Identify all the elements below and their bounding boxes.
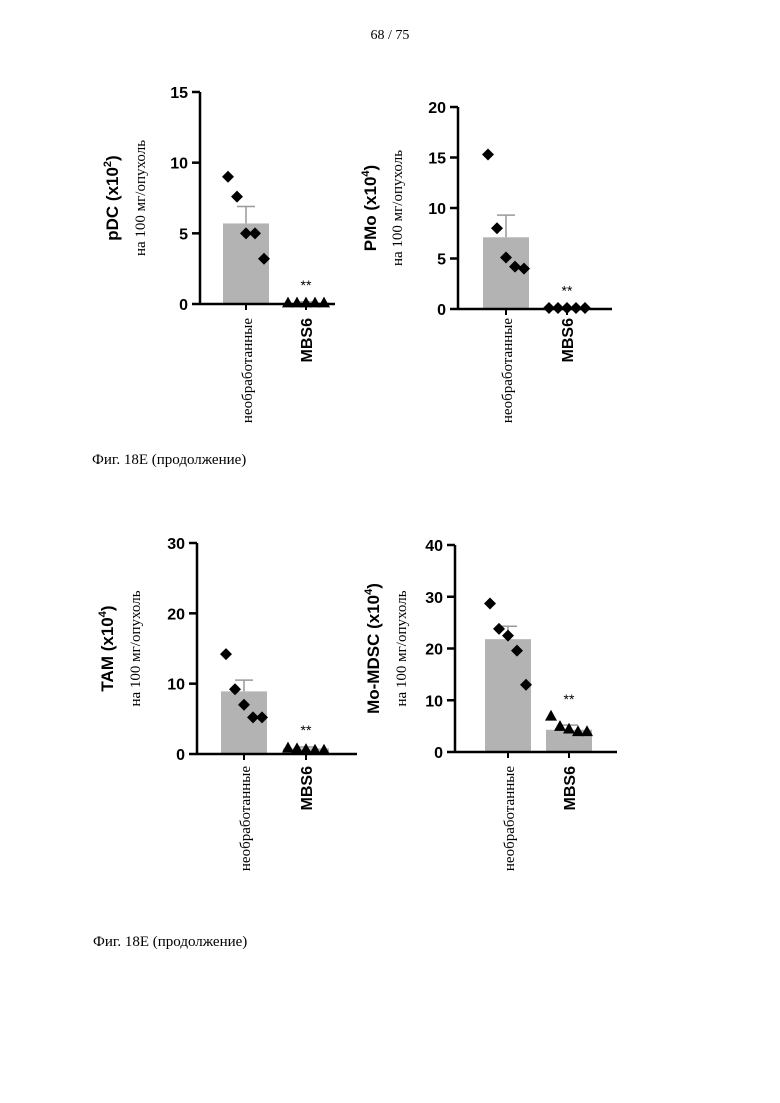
y-tick-label: 5 [437, 252, 446, 269]
significance-label: ** [562, 282, 573, 298]
data-point [493, 623, 505, 635]
figure-caption-top: Фиг. 18E (продолжение) [92, 452, 246, 469]
x-category-label: необработанные [502, 766, 518, 871]
chart-2: ** 0 5 10 15 20 необработанные MBS6 PMo (x104) на… [360, 100, 612, 423]
data-point [318, 297, 330, 308]
x-category-label: MBS6 [299, 318, 316, 363]
data-point [484, 597, 496, 609]
x-category-label: необработанные [238, 766, 254, 871]
y-tick-label: 10 [170, 156, 188, 173]
y-tick-label: 20 [167, 606, 185, 623]
y-tick-label: 0 [437, 302, 446, 319]
chart-1: ** 0 5 10 15 необработанные MBS6 pDC (x102) на 1… [102, 85, 335, 423]
data-point [491, 222, 503, 234]
x-category-label: необработанные [500, 318, 516, 423]
y-tick-label: 15 [428, 151, 446, 168]
y-tick-label: 10 [425, 693, 443, 710]
x-category-label: MBS6 [560, 318, 577, 363]
y-tick-label: 5 [179, 226, 188, 243]
significance-label: ** [301, 722, 312, 738]
y-tick-label: 30 [167, 536, 185, 553]
data-point [545, 710, 557, 721]
bar-1 [483, 237, 529, 309]
x-category-label: MBS6 [299, 766, 316, 811]
x-category-label: необработанные [240, 318, 256, 423]
data-point [282, 742, 294, 753]
y-tick-label: 10 [428, 201, 446, 218]
y-tick-label: 15 [170, 85, 188, 102]
chart-3: ** 0 10 20 30 необработанные MBS6 TAM (x104) на … [97, 536, 357, 871]
y-axis-unit: на 100 мг/опухоль [394, 590, 410, 706]
y-axis-title: Mo-MDSC (x104) [363, 583, 383, 714]
significance-label: ** [301, 277, 312, 293]
data-point [482, 148, 494, 160]
bar-1 [485, 639, 531, 752]
y-tick-label: 20 [428, 100, 446, 117]
figure-caption-bottom: Фиг. 18E (продолжение) [93, 934, 247, 951]
data-point [563, 723, 575, 734]
data-point [220, 648, 232, 660]
y-tick-label: 0 [179, 297, 188, 314]
data-point [222, 171, 234, 183]
y-tick-label: 40 [425, 538, 443, 555]
y-axis-title: pDC (x102) [102, 155, 122, 240]
significance-label: ** [564, 691, 575, 707]
y-tick-label: 10 [167, 677, 185, 694]
x-category-label: MBS6 [562, 766, 579, 811]
y-axis-title: PMo (x104) [360, 165, 380, 251]
chart-4: ** 0 10 20 30 40 необработанные MBS6 Mo-MDSC (x1… [363, 538, 617, 871]
data-point [291, 742, 303, 753]
y-tick-label: 0 [434, 745, 443, 762]
y-axis-unit: на 100 мг/опухоль [390, 150, 406, 266]
y-tick-label: 0 [176, 747, 185, 764]
y-axis-unit: на 100 мг/опухоль [133, 140, 149, 256]
data-point [231, 191, 243, 203]
y-axis-title: TAM (x104) [97, 605, 117, 691]
y-tick-label: 30 [425, 590, 443, 607]
y-tick-label: 20 [425, 642, 443, 659]
y-axis-unit: на 100 мг/опухоль [128, 590, 144, 706]
